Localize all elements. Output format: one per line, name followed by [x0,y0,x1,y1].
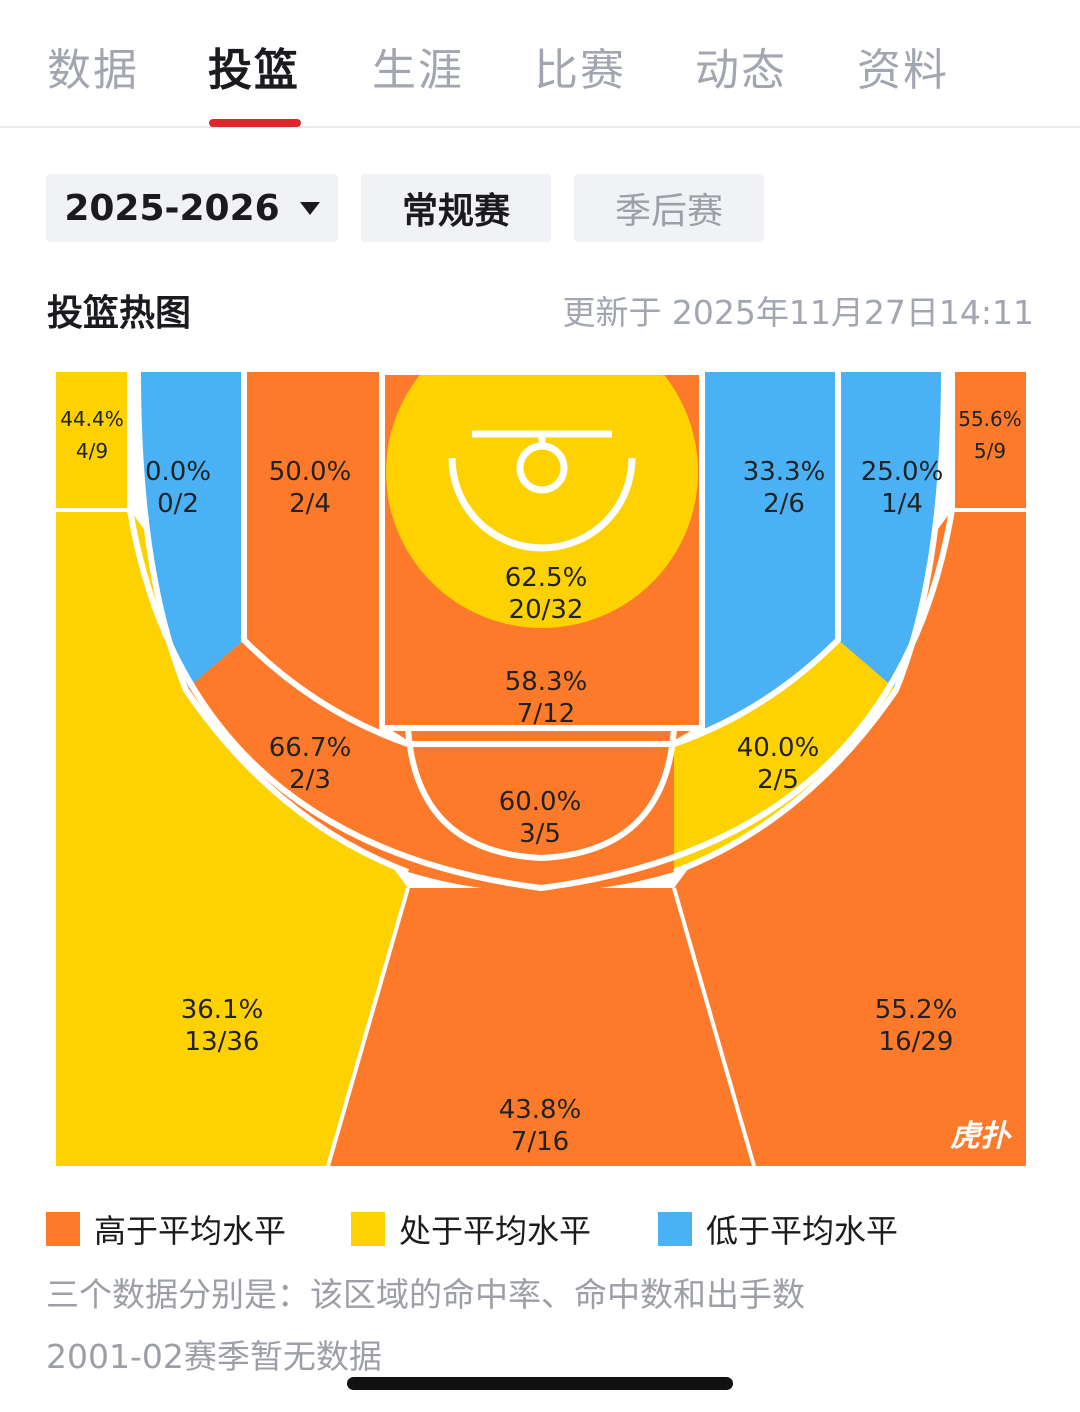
zone-label-pct: 0.0% [145,457,211,487]
zone-label-frac: 20/32 [509,595,584,625]
zone-right-wing-long-two[interactable] [838,372,944,690]
basket [448,430,636,552]
zone-left-wing-three[interactable] [56,510,408,1166]
zone-label-frac: 13/36 [185,1027,260,1057]
updated-timestamp: 更新于 2025年11月27日14:11 [562,293,1034,332]
data-explanation-note: 三个数据分别是：该区域的命中率、命中数和出手数 [46,1275,805,1314]
legend-swatch-above [46,1212,80,1246]
legend-swatch-below [658,1212,692,1246]
zone-top-key-three[interactable] [328,888,754,1166]
tab-career[interactable]: 生涯 [372,45,464,96]
zone-label-frac: 3/5 [519,819,561,849]
active-tab-indicator [209,119,301,127]
zone-right-wing-three[interactable] [674,510,1026,1166]
tab-games[interactable]: 比赛 [534,45,626,96]
zone-label-frac: 2/4 [289,489,331,519]
zone-label-pct: 55.2% [875,995,958,1025]
zone-label-pct: 44.4% [60,407,124,431]
zone-label-pct: 66.7% [269,733,352,763]
zone-left-wing-long-two[interactable] [138,372,244,690]
zone-label-pct: 62.5% [505,563,588,593]
zone-label-pct: 58.3% [505,667,588,697]
legend-item-below: 低于平均水平 [658,1206,898,1252]
tab-data[interactable]: 数据 [47,45,139,96]
legend-item-average: 处于平均水平 [351,1206,591,1252]
tab-news[interactable]: 动态 [695,45,787,96]
zone-label-pct: 55.6% [958,407,1022,431]
zone-left-mid-two[interactable] [244,372,408,744]
season-select-value: 2025-2026 [64,187,280,229]
home-indicator[interactable] [347,1377,733,1390]
zone-right-elbow-long-two[interactable] [674,640,896,872]
zone-label-pct: 36.1% [181,995,264,1025]
zone-label-pct: 60.0% [499,787,582,817]
legend-label-above: 高于平均水平 [94,1212,287,1250]
playoffs-button[interactable]: 季后赛 [574,174,764,242]
tab-profile[interactable]: 资料 [857,45,949,96]
section-title: 投篮热图 [47,293,192,334]
zone-left-corner-three[interactable] [56,372,130,510]
zone-label-frac: 7/12 [517,699,575,729]
season-select[interactable]: 2025-2026 [46,174,338,242]
zone-label-frac: 2/3 [289,765,331,795]
zone-label-pct: 43.8% [499,1095,582,1125]
legend-label-below: 低于平均水平 [706,1212,899,1250]
zone-label-frac: 5/9 [974,439,1006,463]
no-data-note: 2001-02赛季暂无数据 [46,1337,382,1376]
tab-bar: 数据 投篮 生涯 比赛 动态 资料 [0,0,1080,128]
zone-label-frac: 7/16 [511,1127,569,1157]
legend-item-above: 高于平均水平 [46,1206,286,1252]
zone-label-pct: 33.3% [743,457,826,487]
zone-right-mid-two[interactable] [674,372,838,744]
zone-restricted-area[interactable] [386,372,698,628]
zone-right-corner-three[interactable] [952,372,1026,510]
zone-label-frac: 4/9 [76,439,108,463]
zone-label-frac: 16/29 [879,1027,954,1057]
zone-label-frac: 1/4 [881,489,923,519]
legend-swatch-average [351,1212,385,1246]
zone-label-pct: 25.0% [861,457,944,487]
zone-top-key-long-two[interactable] [408,744,674,892]
zone-label-frac: 2/6 [763,489,805,519]
zone-label-pct: 40.0% [737,733,820,763]
legend-label-average: 处于平均水平 [399,1212,592,1250]
zone-label-frac: 0/2 [157,489,199,519]
tab-shooting[interactable]: 投篮 [208,45,300,96]
legend: 高于平均水平 处于平均水平 低于平均水平 [46,1206,1046,1250]
caret-down-icon [299,201,320,215]
hupu-watermark: 虎扑 [950,1119,1012,1154]
zone-label-pct: 50.0% [269,457,352,487]
zone-label-frac: 2/5 [757,765,799,795]
zone-left-elbow-long-two[interactable] [186,640,408,872]
shot-heatmap-court: 44.4% 4/9 55.6% 5/9 0.0% 0/2 50.0% 2/4 6… [56,372,1026,1166]
regular-season-button[interactable]: 常规赛 [361,174,551,242]
